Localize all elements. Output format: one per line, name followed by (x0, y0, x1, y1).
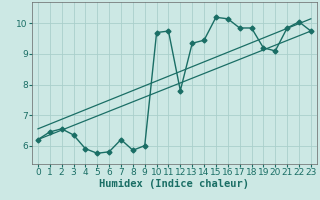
X-axis label: Humidex (Indice chaleur): Humidex (Indice chaleur) (100, 179, 249, 189)
